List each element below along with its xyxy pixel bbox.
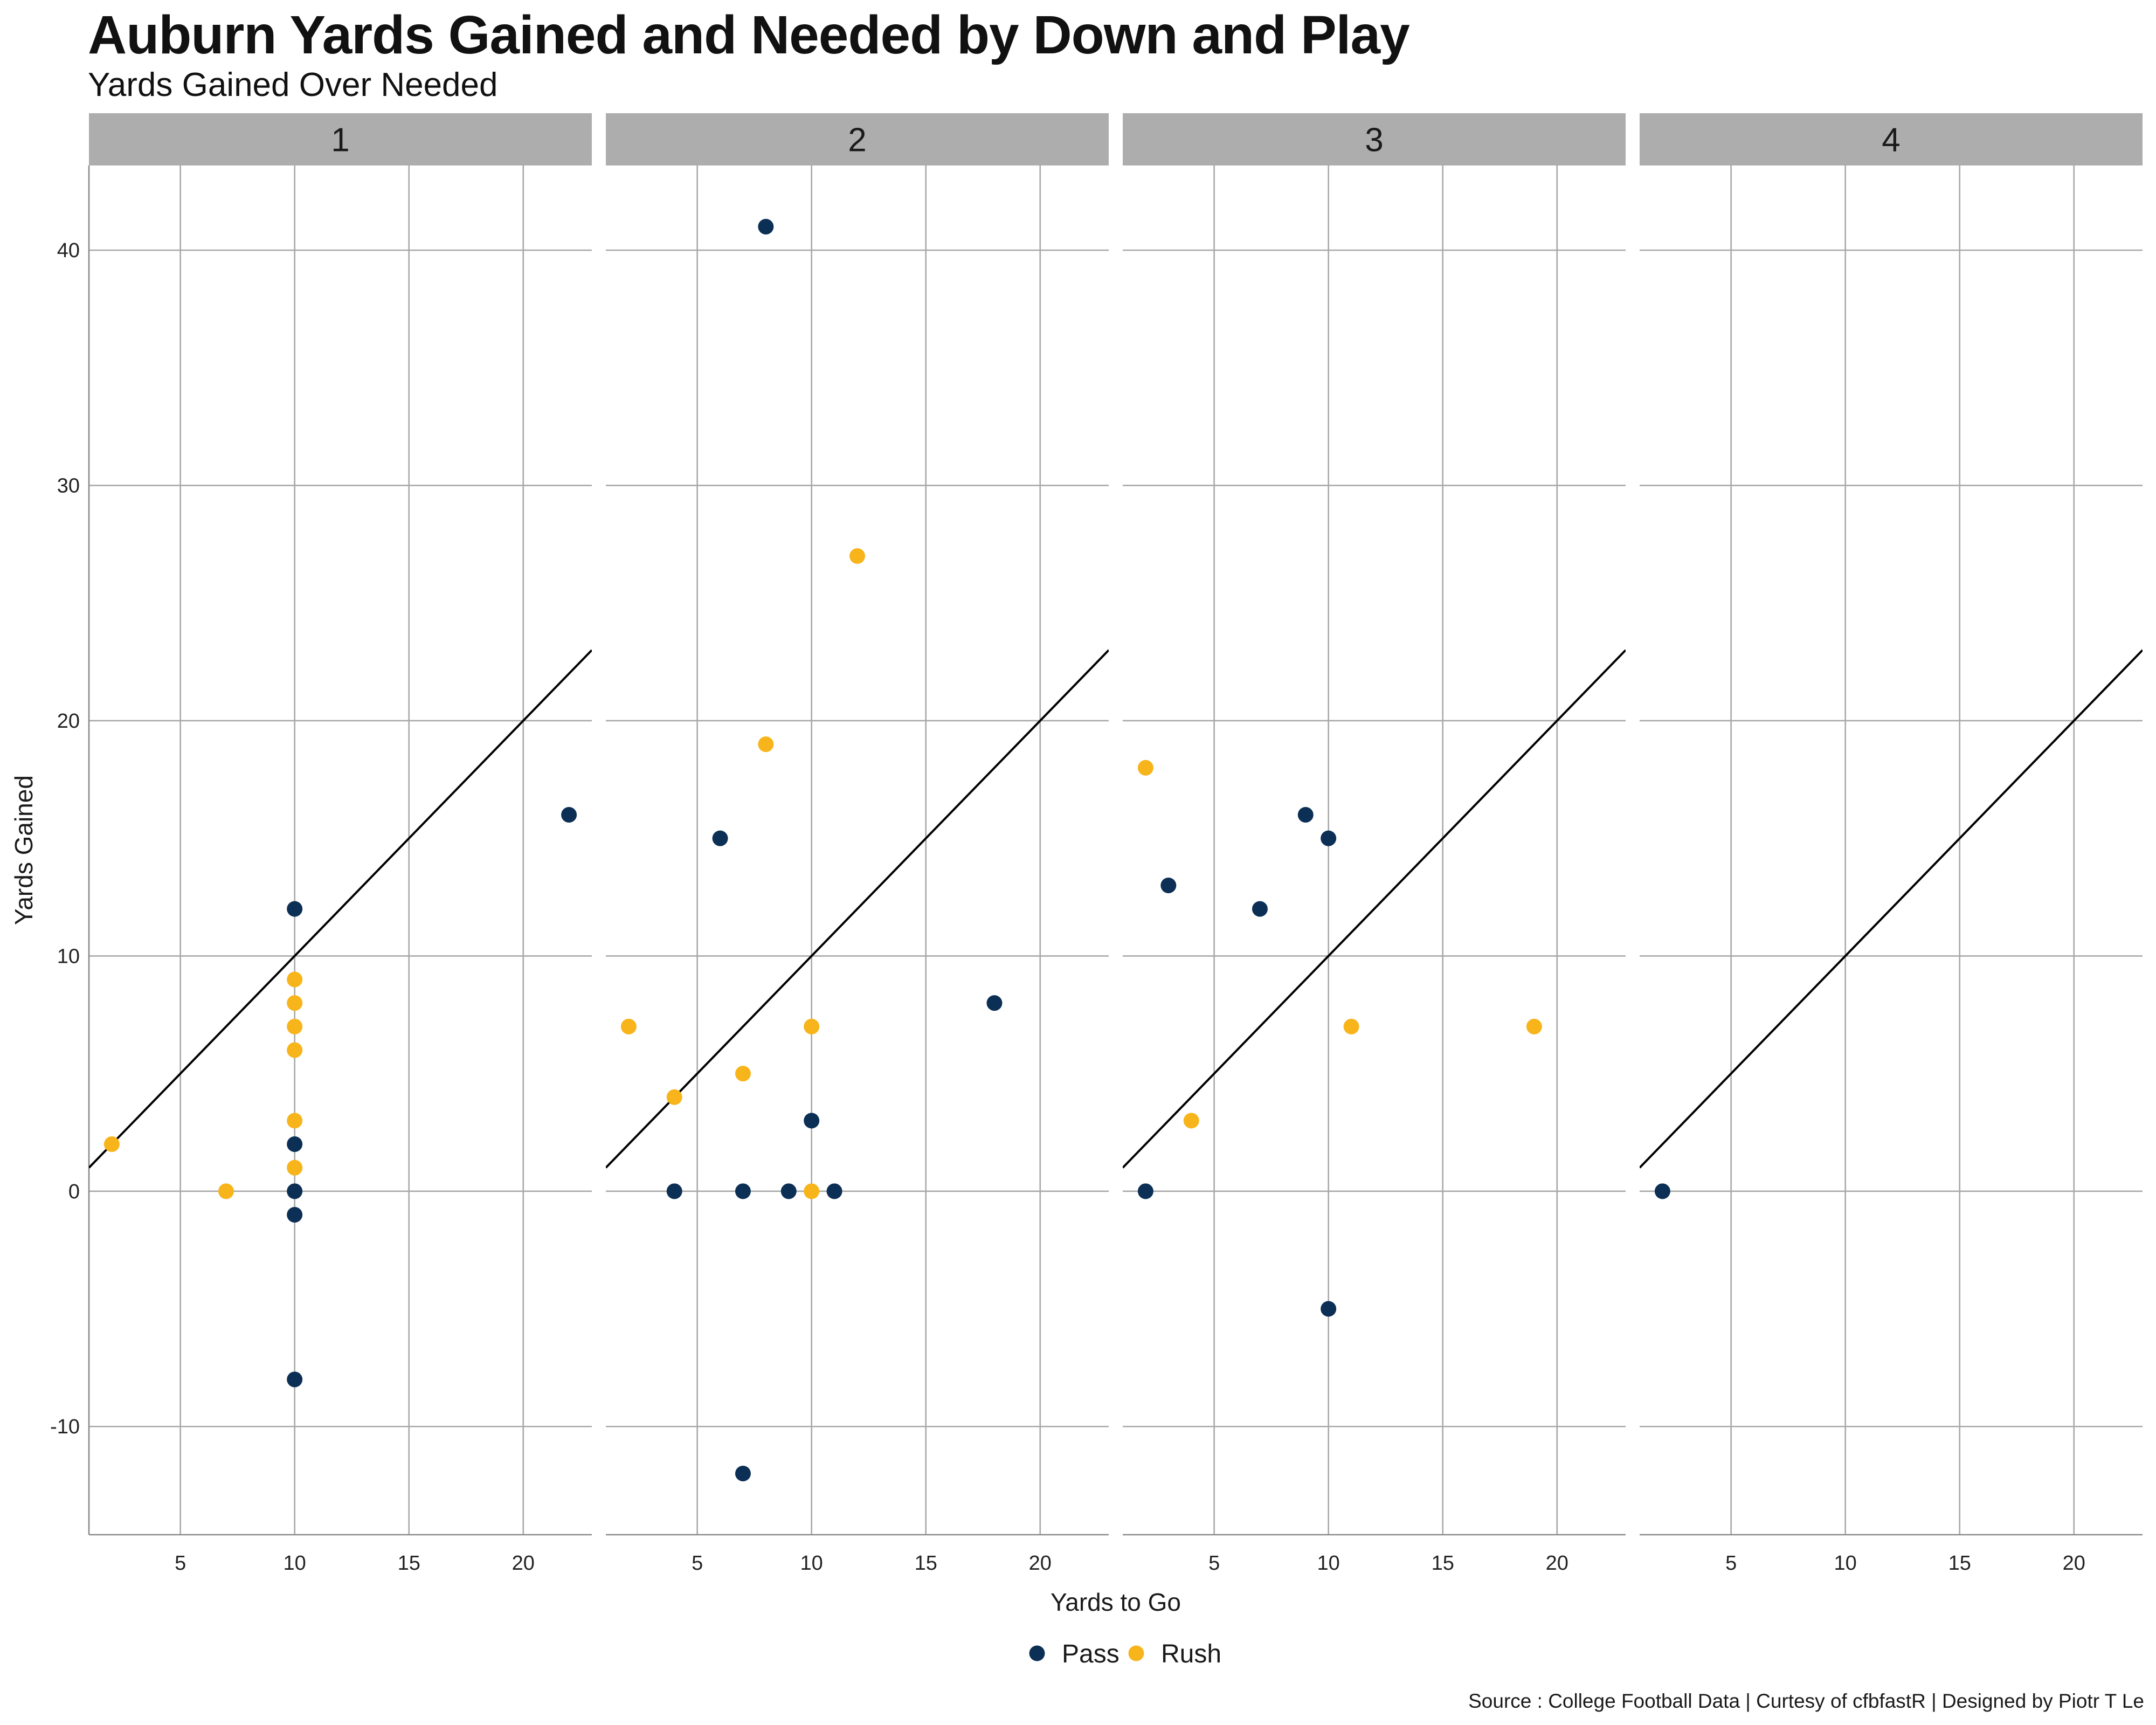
x-tick-label: 5 bbox=[692, 1552, 703, 1575]
legend-label-pass: Pass bbox=[1062, 1640, 1120, 1668]
facet-panel-3: 3 5 10 15 20 bbox=[1123, 113, 1626, 1575]
x-tick-label: 20 bbox=[2063, 1552, 2085, 1575]
facet-strip-label: 4 bbox=[1882, 122, 1900, 159]
x-tick-label: 20 bbox=[1546, 1552, 1568, 1575]
data-point-rush[interactable] bbox=[287, 995, 303, 1011]
data-point-pass[interactable] bbox=[287, 1183, 303, 1199]
data-point-rush[interactable] bbox=[666, 1089, 682, 1105]
reference-line bbox=[1123, 649, 1626, 1169]
data-point-pass[interactable] bbox=[1160, 877, 1177, 893]
x-tick-label: 5 bbox=[1725, 1552, 1737, 1575]
data-point-rush[interactable] bbox=[1526, 1018, 1542, 1034]
y-tick-label: 0 bbox=[68, 1181, 80, 1203]
data-point-pass[interactable] bbox=[287, 901, 303, 917]
x-tick-label: 15 bbox=[1948, 1552, 1971, 1575]
data-point-pass[interactable] bbox=[986, 995, 1003, 1011]
data-point-rush[interactable] bbox=[620, 1018, 637, 1034]
x-tick-label: 15 bbox=[398, 1552, 420, 1575]
facet-strip-label: 2 bbox=[848, 122, 866, 159]
data-point-rush[interactable] bbox=[1183, 1113, 1199, 1129]
y-axis-title: Yards Gained bbox=[10, 775, 38, 925]
facet-strip-label: 1 bbox=[331, 122, 349, 159]
data-point-pass[interactable] bbox=[1654, 1183, 1670, 1199]
data-point-pass[interactable] bbox=[666, 1183, 682, 1199]
facet-strip bbox=[89, 113, 592, 165]
data-point-pass[interactable] bbox=[287, 1206, 303, 1223]
chart-caption: Source : College Football Data | Curtesy… bbox=[1468, 1690, 2144, 1712]
chart-title: Auburn Yards Gained and Needed by Down a… bbox=[88, 5, 1410, 65]
facet-panel-1: 15 10 15 20 bbox=[88, 113, 592, 1575]
data-point-rush[interactable] bbox=[849, 548, 865, 564]
reference-line bbox=[606, 649, 1109, 1169]
data-point-pass[interactable] bbox=[561, 807, 577, 823]
x-tick-label: 10 bbox=[1834, 1552, 1857, 1575]
data-point-pass[interactable] bbox=[758, 218, 774, 234]
data-point-pass[interactable] bbox=[780, 1183, 797, 1199]
data-point-pass[interactable] bbox=[826, 1183, 842, 1199]
data-point-pass[interactable] bbox=[1252, 901, 1268, 917]
data-point-pass[interactable] bbox=[287, 1371, 303, 1388]
reference-line bbox=[89, 649, 592, 1169]
x-tick-label: 10 bbox=[1317, 1552, 1340, 1575]
x-axis-title: Yards to Go bbox=[1051, 1588, 1181, 1616]
x-tick-label: 5 bbox=[175, 1552, 186, 1575]
x-tick-label: 20 bbox=[512, 1552, 535, 1575]
facet-strip bbox=[1123, 113, 1626, 165]
data-point-rush[interactable] bbox=[758, 736, 774, 753]
data-point-rush[interactable] bbox=[1137, 760, 1153, 776]
data-point-rush[interactable] bbox=[735, 1066, 751, 1082]
data-point-rush[interactable] bbox=[103, 1136, 120, 1153]
y-tick-label: 10 bbox=[57, 945, 80, 968]
legend-key-rush bbox=[1128, 1645, 1144, 1661]
data-point-rush[interactable] bbox=[287, 1042, 303, 1058]
facet-panel-4: 4 5 10 15 20 bbox=[1640, 113, 2143, 1575]
data-point-pass[interactable] bbox=[287, 1136, 303, 1153]
data-point-rush[interactable] bbox=[287, 1113, 303, 1129]
data-point-pass[interactable] bbox=[804, 1113, 820, 1129]
reference-line bbox=[1640, 649, 2143, 1169]
data-point-rush[interactable] bbox=[287, 1160, 303, 1176]
facet-panel-2: 2 5 10 15 20 bbox=[606, 113, 1109, 1575]
data-point-rush[interactable] bbox=[1343, 1018, 1359, 1034]
data-point-rush[interactable] bbox=[804, 1018, 820, 1034]
data-point-rush[interactable] bbox=[287, 1018, 303, 1034]
data-point-pass[interactable] bbox=[1137, 1183, 1153, 1199]
x-tick-label: 15 bbox=[1432, 1552, 1454, 1575]
y-tick-label: 20 bbox=[57, 710, 80, 733]
x-tick-label: 10 bbox=[800, 1552, 823, 1575]
facet-strip-label: 3 bbox=[1365, 122, 1383, 159]
legend: Pass Rush bbox=[1029, 1640, 1221, 1668]
x-tick-label: 20 bbox=[1029, 1552, 1052, 1575]
data-point-rush[interactable] bbox=[287, 971, 303, 988]
data-point-pass[interactable] bbox=[1321, 830, 1337, 846]
x-tick-label: 10 bbox=[284, 1552, 306, 1575]
facet-strip bbox=[606, 113, 1109, 165]
y-tick-label: 40 bbox=[57, 239, 80, 262]
y-tick-label: 30 bbox=[57, 475, 80, 498]
data-point-pass[interactable] bbox=[735, 1183, 751, 1199]
data-point-pass[interactable] bbox=[712, 830, 728, 846]
x-tick-label: 5 bbox=[1208, 1552, 1220, 1575]
chart-subtitle: Yards Gained Over Needed bbox=[88, 66, 498, 104]
data-point-rush[interactable] bbox=[218, 1183, 234, 1199]
facet-strip bbox=[1640, 113, 2143, 165]
legend-key-pass bbox=[1029, 1645, 1045, 1661]
legend-label-rush: Rush bbox=[1161, 1640, 1221, 1668]
data-point-pass[interactable] bbox=[735, 1466, 751, 1482]
data-point-pass[interactable] bbox=[1297, 807, 1314, 823]
y-tick-label: -10 bbox=[50, 1416, 80, 1438]
data-point-pass[interactable] bbox=[1321, 1301, 1337, 1317]
x-tick-label: 15 bbox=[915, 1552, 937, 1575]
data-point-rush[interactable] bbox=[804, 1183, 820, 1199]
